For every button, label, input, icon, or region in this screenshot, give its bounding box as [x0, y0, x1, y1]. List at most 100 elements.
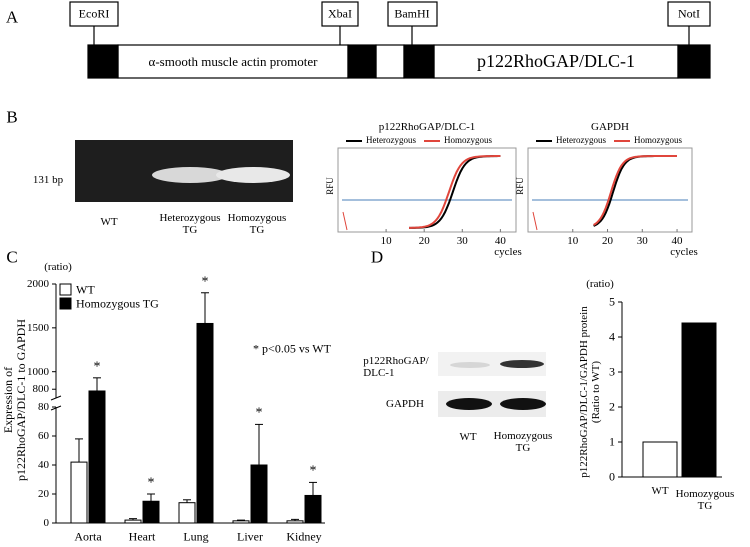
qpcr-frame: [527, 147, 693, 233]
bar: [196, 322, 214, 524]
bar: [178, 502, 196, 524]
bar: [88, 390, 106, 524]
y-tick-label: 3: [609, 364, 615, 379]
bar: [142, 500, 160, 524]
panel-label: C: [6, 247, 18, 267]
segment: [677, 44, 711, 79]
legend-label: Homozygous: [444, 135, 492, 146]
legend-swatch: [59, 297, 72, 310]
annotation: * p<0.05 vs WT: [253, 341, 331, 356]
gel-image: [75, 140, 293, 202]
x-tick-label: Heart: [128, 529, 156, 544]
bar: [286, 520, 304, 524]
y-unit: (ratio): [586, 277, 614, 290]
restriction-site: XbaI: [328, 6, 352, 21]
qpcr-frame: [337, 147, 517, 233]
blot-band: [500, 360, 544, 368]
y-tick-label: 1000: [27, 365, 49, 378]
x-tick-label: 30: [636, 234, 648, 247]
y-axis-label: p122RhoGAP/DLC-1/GAPDH protein (Ratio to…: [577, 306, 602, 478]
significance-mark: *: [147, 475, 155, 491]
x-axis-label: cycles: [494, 245, 522, 258]
restriction-site: NotI: [678, 6, 700, 21]
x-tick-label: Kidney: [286, 529, 322, 544]
restriction-site: EcoRI: [78, 6, 110, 21]
bar: [681, 322, 717, 478]
y-tick-label: 60: [38, 429, 49, 442]
y-tick-label: 1: [609, 434, 615, 449]
legend-label: Homozygous: [634, 135, 682, 146]
x-tick-label: Lung: [183, 529, 209, 544]
x-tick-label: 10: [380, 234, 392, 247]
axis-break: [50, 395, 62, 411]
band-label: p122RhoGAP/ DLC-1: [363, 354, 429, 379]
site-box: [667, 1, 711, 27]
y-tick-label: 2000: [27, 277, 49, 290]
legend-label: Heterozygous: [366, 135, 416, 146]
y-tick-label: 5: [609, 294, 615, 309]
qpcr-title: GAPDH: [591, 120, 629, 133]
lane-label: Heterozygous TG: [159, 211, 221, 236]
x-tick-label: 30: [456, 234, 468, 247]
x-axis-label: cycles: [670, 245, 698, 258]
bar: [250, 464, 268, 524]
significance-mark: *: [255, 405, 263, 421]
legend-label: Heterozygous: [556, 135, 606, 146]
site-box: [69, 1, 119, 27]
x-tick-label: 40: [494, 234, 506, 247]
panel-label: B: [6, 107, 18, 127]
amplification-curve: [593, 155, 677, 226]
segment: [87, 44, 119, 79]
y-tick-label: 0: [609, 469, 615, 484]
y-tick-label: 20: [38, 487, 49, 500]
x-tick-label: Aorta: [74, 529, 102, 544]
gel-band: [216, 167, 290, 183]
bar: [232, 520, 250, 524]
y-tick-label: 0: [43, 516, 50, 529]
y-axis-label: RFU: [515, 177, 526, 195]
gel-band: [152, 167, 228, 183]
lane-label: WT: [100, 215, 118, 228]
x-tick-label: 20: [602, 234, 614, 247]
linker-box: [375, 44, 405, 79]
gene-label: p122RhoGAP/DLC-1: [476, 51, 636, 72]
y-tick-label: 2: [609, 399, 615, 414]
legend-label: Homozygous TG: [76, 296, 159, 311]
promoter-label: α-smooth muscle actin promoter: [148, 53, 318, 69]
start-artifact: [342, 211, 348, 231]
lane-label: Homozygous TG: [227, 211, 287, 236]
x-tick-label: 20: [418, 234, 430, 247]
y-tick-label: 80: [38, 400, 49, 413]
size-label: 131 bp: [32, 173, 64, 186]
y-tick-label: 800: [32, 383, 50, 396]
bar: [124, 519, 142, 524]
legend-label: WT: [76, 282, 95, 297]
bar: [642, 441, 678, 478]
lane-label: Homozygous TG: [493, 429, 553, 454]
panel-label: D: [370, 247, 384, 267]
y-unit: (ratio): [44, 260, 72, 273]
blot-band: [446, 398, 492, 410]
significance-mark: *: [309, 463, 317, 479]
amplification-curve: [409, 155, 501, 229]
restriction-site: BamHI: [394, 6, 430, 21]
western-blot: [438, 352, 546, 417]
start-artifact: [532, 211, 538, 231]
blot-band: [500, 398, 546, 410]
band-label: GAPDH: [386, 397, 424, 410]
x-tick-label: Homozygous TG: [675, 487, 735, 512]
construct-diagram: [69, 1, 711, 79]
segment: [347, 44, 377, 79]
x-tick-label: Liver: [237, 529, 263, 544]
qpcr-title: p122RhoGAP/DLC-1: [378, 120, 476, 133]
significance-mark: *: [93, 359, 101, 375]
panel-label: A: [5, 7, 19, 27]
x-tick-label: WT: [651, 484, 669, 497]
x-tick-label: 10: [567, 234, 579, 247]
blot-band: [450, 362, 490, 368]
segment: [403, 44, 435, 79]
y-axis-label: Expression of p122RhoGAP/DLC-1 to GAPDH: [0, 318, 28, 482]
y-tick-label: 4: [609, 329, 615, 344]
